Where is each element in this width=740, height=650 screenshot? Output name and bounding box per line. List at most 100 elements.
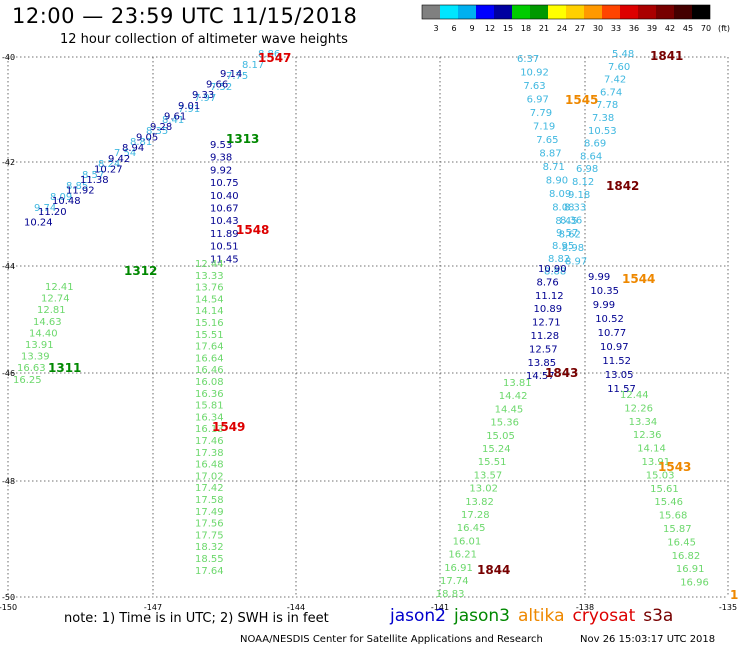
swh-value: 9.01	[178, 101, 200, 112]
swh-value: 6.74	[600, 87, 622, 98]
colorbar-label: 15	[503, 24, 513, 33]
pass-label: 1548	[236, 223, 269, 237]
swh-value: 11.45	[210, 254, 239, 265]
swh-value: 7.52	[210, 82, 232, 93]
swh-value: 8.82	[548, 254, 570, 265]
swh-value: 12.44	[195, 259, 224, 270]
credit-text: NOAA/NESDIS Center for Satellite Applica…	[240, 634, 543, 645]
swh-value: 7.38	[592, 113, 614, 124]
colorbar-swatch	[476, 5, 494, 19]
swh-value: 8.08	[552, 203, 574, 214]
swh-value: 10.27	[94, 164, 123, 175]
colorbar-swatch	[656, 5, 674, 19]
swh-value: 9.74	[34, 203, 56, 214]
wave-height-colorbar: 3 6 9 12 15 18 21 24 27 30 33 36 39 42 45 70 (ft)	[421, 4, 730, 33]
swh-value: 16.46	[195, 365, 224, 376]
swh-value: 16.45	[457, 523, 486, 534]
axis-tick-labels: -40 -42 -44 -46 -48 -50-150 -147 -144 -141 -138 -1…	[0, 53, 737, 612]
units-note: note: 1) Time is in UTC; 2) SWH is in fe…	[64, 611, 329, 626]
swh-value: 12.44	[620, 390, 649, 401]
swh-value: 11.38	[80, 175, 109, 186]
swh-value: 9.05	[136, 133, 158, 144]
colorbar-label: 27	[575, 24, 585, 33]
swh-value: 8.12	[572, 177, 594, 188]
lon-tick-label: -147	[144, 603, 162, 612]
swh-value: 17.46	[195, 436, 224, 447]
pass-labels: 1547 1313 1548 1312 1311 1549 1545 1841 1842 1544…	[48, 49, 738, 602]
track-e: 12.4112.7412.8114.6314.4013.9113.3916.63…	[13, 282, 74, 386]
swh-value: 13.02	[469, 484, 498, 495]
colorbar-swatch	[692, 5, 710, 19]
swh-value: 10.75	[210, 178, 239, 189]
swh-value: 13.82	[465, 497, 494, 508]
swh-value: 16.82	[672, 551, 701, 562]
swh-value: 5.48	[612, 49, 634, 60]
swh-value: 9.38	[210, 153, 232, 164]
swh-value: 13.57	[474, 470, 503, 481]
legend-cryosat: cryosat	[572, 606, 636, 626]
swh-value: 7.63	[523, 81, 545, 92]
colorbar-swatch	[620, 5, 638, 19]
swh-value: 16.01	[453, 536, 482, 547]
swh-value: 14.14	[195, 306, 224, 317]
colorbar-swatch	[440, 5, 458, 19]
colorbar-swatch	[494, 5, 512, 19]
swh-value: 13.91	[642, 457, 671, 468]
swh-value: 12.71	[532, 318, 561, 329]
swh-value: 15.24	[482, 444, 511, 455]
swh-value: 9.99	[593, 300, 615, 311]
swh-value: 13.91	[25, 340, 54, 351]
lon-tick-label: -141	[431, 603, 449, 612]
colorbar-swatch	[584, 5, 602, 19]
track-i: 9.99 10.35 9.99 10.52 10.77 10.97 11.52 13.05 11…	[588, 272, 636, 395]
swh-value: 10.40	[210, 191, 239, 202]
swh-value: 10.67	[210, 204, 239, 215]
swh-value: 11.57	[607, 384, 636, 395]
swh-value: 17.64	[195, 342, 224, 353]
swh-value: 16.21	[448, 550, 477, 561]
swh-value: 17.42	[195, 483, 224, 494]
swh-value: 6.98	[576, 164, 598, 175]
swh-value: 15.46	[654, 497, 683, 508]
swh-value: 16.13	[195, 424, 224, 435]
colorbar-frame	[421, 4, 711, 20]
swh-value: 7.97	[194, 93, 216, 104]
colorbar-swatch	[674, 5, 692, 19]
swh-value: 8.35	[146, 126, 168, 137]
satellite-legend: jason2 jason3 altika cryosat s3a	[390, 606, 681, 626]
colorbar-label: 45	[683, 24, 693, 33]
legend-jason2: jason2	[390, 606, 446, 626]
swh-value: 9.18	[568, 190, 590, 201]
swh-value: 7.78	[596, 100, 618, 111]
swh-value: 14.14	[637, 444, 666, 455]
swh-value: 8.62	[559, 230, 581, 241]
pass-label: 1549	[212, 420, 245, 434]
swh-value: 9.99	[588, 272, 610, 283]
swh-value: 15.05	[486, 431, 515, 442]
pass-label: 1311	[48, 361, 81, 375]
swh-value: 14.57	[526, 371, 555, 382]
swh-value: 9.42	[108, 154, 130, 165]
lat-tick-label: -50	[2, 593, 15, 602]
lat-lon-grid	[7, 56, 729, 598]
track-b: 9.149.669.339.019.619.289.058.949.4210.2…	[24, 69, 242, 228]
swh-value: 13.39	[21, 352, 50, 363]
track-h: 10.90 8.76 11.12 10.89 12.71 11.28 12.57 13.85 1…	[526, 264, 567, 382]
colorbar-label: 39	[647, 24, 657, 33]
swh-value: 8.81	[130, 137, 152, 148]
track-f: 6.37 10.92 7.63 6.97 7.79 7.19 7.65 8.87 8.71 8.9…	[517, 54, 587, 268]
swh-value: 8.17	[242, 60, 264, 71]
colorbar-swatch	[512, 5, 530, 19]
swh-value: 14.63	[33, 317, 62, 328]
swh-value: 13.81	[503, 378, 532, 389]
swh-value: 16.96	[680, 578, 709, 589]
swh-value: 16.36	[195, 389, 224, 400]
swh-value: 7.65	[536, 135, 558, 146]
colorbar-swatch	[638, 5, 656, 19]
track-j: 13.81 14.42 14.45 15.36 15.05 15.24 15.51 13.57…	[436, 378, 532, 600]
colorbar-swatch	[566, 5, 584, 19]
swh-value: 15.87	[663, 524, 692, 535]
pass-label: 1544	[622, 272, 655, 286]
